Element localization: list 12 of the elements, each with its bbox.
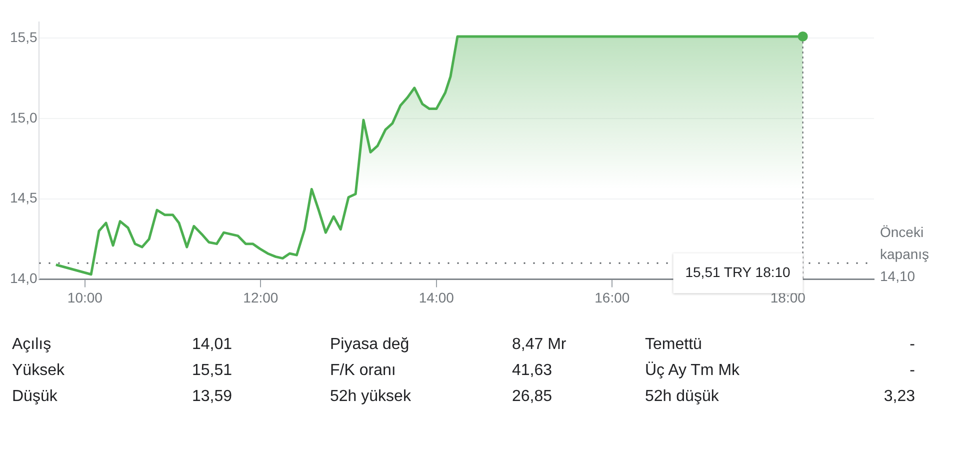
y-tick-label: 15,5 — [10, 28, 38, 45]
annotation: 15,51 TRY 18:10 — [685, 264, 791, 280]
y-tick-label: 14,5 — [10, 190, 38, 206]
ref-line-label: Önceki kapanış 14,10 — [880, 224, 930, 284]
x-tick-label: 14:00 — [418, 289, 454, 306]
x-tick-label: 12:00 — [243, 289, 278, 306]
x-tick-label: 18:00 — [770, 289, 806, 306]
x-tick-label: 10:00 — [67, 289, 103, 306]
stats-table: Açılış 14,01 Piyasa değ 8,47 Mr Temettü - Yüksek 15,51 F/K oranı 41,63 Üç Ay Tm Mk - Düşük 13,59 52h yüksek 26,85 52h düşük 3,23 — [12, 336, 952, 406]
x-tick-label: 16:00 — [594, 289, 630, 306]
y-tick-label: 15,0 — [10, 109, 38, 126]
y-tick-label: 14,0 — [10, 270, 38, 286]
